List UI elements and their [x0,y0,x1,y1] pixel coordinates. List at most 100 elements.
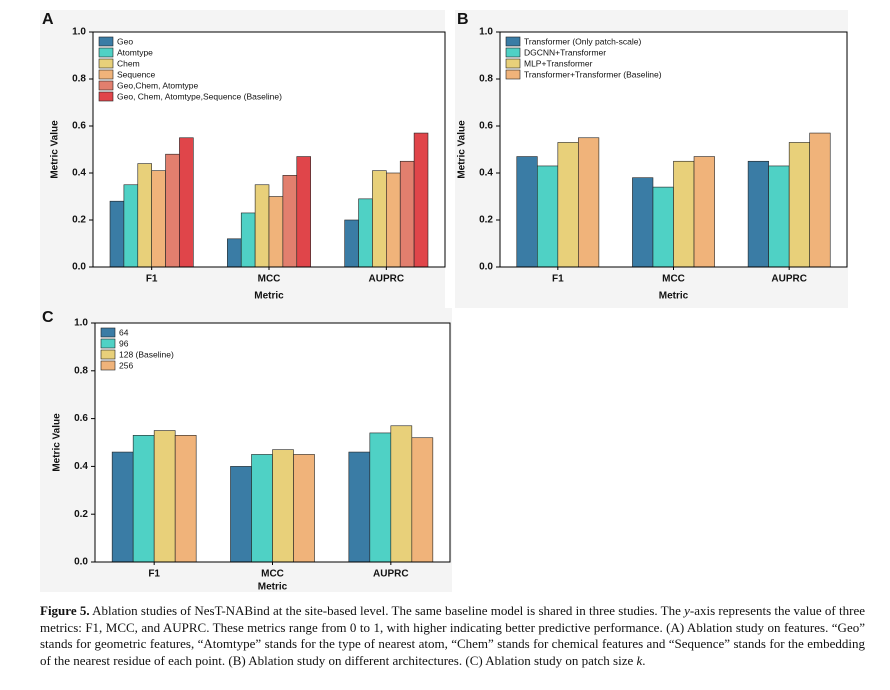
bar [537,165,559,268]
legend-label: 128 (Baseline) [119,349,174,359]
legend-label: 64 [119,327,129,337]
legend-swatch [100,360,116,371]
x-tick-label: AUPRC [771,274,807,285]
legend-swatch [98,91,114,102]
bar [673,160,695,268]
legend-swatch [100,327,116,338]
legend-swatch [98,69,114,80]
bar [372,170,387,268]
y-tick-label: 0.6 [72,121,86,132]
bar [386,172,401,268]
y-axis-title: Metric Value [52,413,63,472]
figure: A 0.0 0.2 0.4 0.6 0.8 1.0 F1 MCC AUPRC Metric Valu… [40,10,848,593]
bar [123,184,139,268]
bar [111,451,134,563]
x-tick-label: MCC [258,274,281,285]
bar [151,170,166,268]
bar [109,200,125,268]
caption-label: Figure 5. [40,603,90,618]
bar [272,449,294,563]
bar [282,175,298,268]
bar [344,219,359,268]
x-tick-label: AUPRC [373,569,409,580]
legend-label: MLP+Transformer [524,58,593,68]
y-tick-label: 0.4 [479,168,493,179]
bar [132,435,155,563]
bar [411,437,434,563]
bar [137,163,152,268]
bar [251,454,273,563]
y-tick-label: 1.0 [74,318,88,329]
legend-swatch [98,80,114,91]
bar [747,160,769,268]
legend-label: Geo,Chem, Atomtype [117,80,199,90]
legend-swatch [100,349,116,360]
bar [652,186,674,268]
legend-label: Transformer+Transformer (Baseline) [524,69,662,79]
x-tick-label: MCC [261,569,284,580]
y-tick-label: 0.2 [479,215,493,226]
bar [578,137,600,268]
bar [227,238,242,268]
bar [165,153,180,268]
legend-label: Transformer (Only patch-scale) [524,36,641,46]
y-tick-label: 0.8 [74,365,88,376]
bar [254,184,270,268]
bar [788,142,810,268]
legend-label: 96 [119,338,129,348]
caption-text: y [684,603,690,618]
axes-frame [499,31,848,268]
bar [557,142,579,268]
panel-label: C [42,309,54,326]
y-tick-label: 0.2 [74,509,88,520]
bar [358,198,373,268]
x-tick-label: F1 [148,569,160,580]
legend-label: DGCNN+Transformer [524,47,606,57]
bar [174,435,197,563]
bar [809,132,831,268]
y-tick-label: 1.0 [72,27,86,38]
legend-label: Geo, Chem, Atomtype,Sequence (Baseline) [117,91,282,101]
caption-text: k [636,652,643,668]
bar [296,156,311,268]
bar [268,196,284,268]
bar [179,137,194,268]
legend-label: 256 [119,360,133,370]
y-tick-label: 0.6 [479,121,493,132]
legend-swatch [505,69,521,80]
axes-frame [92,31,446,268]
bar [413,132,429,268]
x-tick-label: MCC [662,274,685,285]
bar [230,466,252,563]
caption: Figure 5. Ablation studies of NesT-NABin… [40,603,865,669]
legend-swatch [505,36,521,47]
bar [399,160,415,268]
x-tick-label: F1 [146,274,158,285]
bar [240,212,256,268]
y-tick-label: 0.8 [479,74,493,85]
legend-swatch [98,47,114,58]
legend-swatch [98,36,114,47]
x-axis-title: Metric [258,582,288,593]
legend-swatch [505,58,521,69]
bar [153,430,176,563]
legend-label: Sequence [117,69,156,79]
caption-text: -axis represents the value of three metr… [40,603,865,668]
y-tick-label: 0.4 [72,168,86,179]
bar [693,156,715,268]
legend-label: Chem [117,58,140,68]
bar [348,451,371,563]
x-axis-title: Metric [659,291,689,302]
x-axis-title: Metric [254,291,284,302]
caption-text: Ablation studies of NesT-NABind at the s… [92,603,685,618]
legend-swatch [100,338,116,349]
y-tick-label: 0.8 [72,74,86,85]
y-axis-title: Metric Value [457,120,468,179]
x-tick-label: AUPRC [369,274,405,285]
legend-swatch [98,58,114,69]
bar [768,165,790,268]
legend-swatch [505,47,521,58]
bar [516,156,538,268]
y-tick-label: 0.4 [74,461,88,472]
